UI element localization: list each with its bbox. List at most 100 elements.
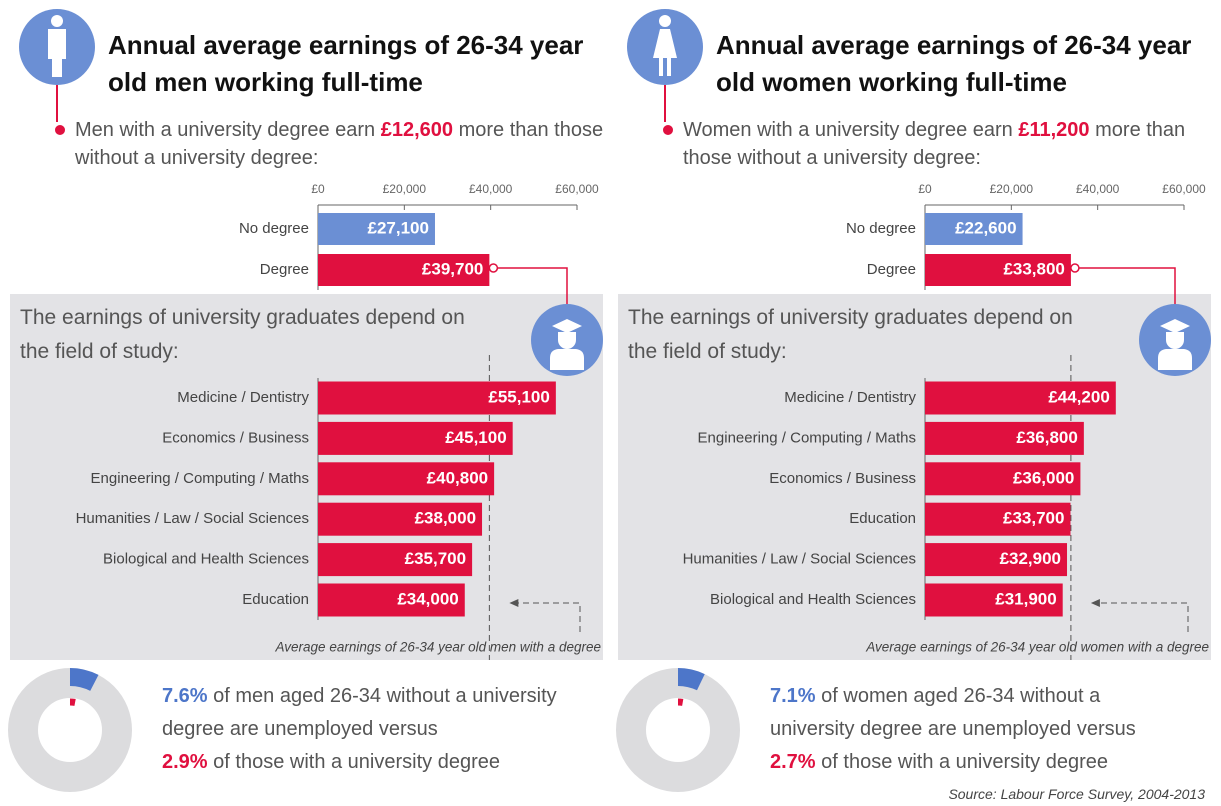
source: Source: Labour Force Survey, 2004-2013 xyxy=(948,786,1205,802)
bullet xyxy=(55,125,65,135)
category-label: No degree xyxy=(846,220,916,237)
x-tick-label: £20,000 xyxy=(383,182,427,196)
graduate-figure xyxy=(1158,319,1192,370)
value-label: £36,000 xyxy=(1013,468,1074,487)
connector-dot xyxy=(1070,263,1080,273)
value-label: £44,200 xyxy=(1048,387,1109,406)
category-label: Medicine / Dentistry xyxy=(177,389,309,406)
bar xyxy=(925,213,1023,245)
category-label: Education xyxy=(242,591,309,608)
bullet xyxy=(663,125,673,135)
donut-hole xyxy=(656,708,700,752)
person-head xyxy=(659,15,671,27)
donut-hole xyxy=(48,708,92,752)
x-tick-label: £60,000 xyxy=(1162,182,1206,196)
value-label: £39,700 xyxy=(422,259,483,278)
value-label: £36,800 xyxy=(1016,428,1077,447)
donut-segment xyxy=(69,668,99,692)
person-head xyxy=(51,15,63,27)
field-box xyxy=(618,294,1211,660)
x-tick-label: £60,000 xyxy=(555,182,599,196)
value-label: £33,800 xyxy=(1003,259,1064,278)
value-label: £45,100 xyxy=(445,428,506,447)
percent: 7.6% xyxy=(162,685,208,707)
x-tick-label: £40,000 xyxy=(469,182,513,196)
graduate-figure xyxy=(550,319,584,370)
bar xyxy=(318,381,556,415)
field-subtitle: The earnings of university graduates dep… xyxy=(20,306,465,363)
x-tick-label: £40,000 xyxy=(1076,182,1120,196)
panel-title: Annual average earnings of 26-34 year ol… xyxy=(716,30,1192,97)
category-label: Degree xyxy=(260,261,309,278)
bar xyxy=(318,421,513,455)
annotation: Average earnings of 26-34 year old men w… xyxy=(275,640,601,655)
bar xyxy=(318,254,490,286)
bar xyxy=(925,502,1071,536)
category-label: Medicine / Dentistry xyxy=(784,389,916,406)
person-body xyxy=(48,29,66,77)
x-tick-label: £20,000 xyxy=(990,182,1034,196)
donut-text-part: of women aged 26-34 without a university… xyxy=(770,685,1136,740)
panel-title: Annual average earnings of 26-34 year ol… xyxy=(108,30,584,97)
category-label: Humanities / Law / Social Sciences xyxy=(76,510,309,527)
annotation-arrow xyxy=(517,602,581,632)
connector-dot xyxy=(488,263,499,273)
arrow-head xyxy=(509,599,519,607)
value-label: £32,900 xyxy=(1000,549,1061,568)
bar xyxy=(925,543,1068,577)
intro-after: more than those without a university deg… xyxy=(75,119,604,169)
category-label: Degree xyxy=(867,261,916,278)
value-label: £55,100 xyxy=(488,387,549,406)
bar xyxy=(925,583,1063,617)
bar xyxy=(318,543,473,577)
bar xyxy=(318,462,495,496)
bar xyxy=(318,583,465,617)
category-label: Biological and Health Sciences xyxy=(710,591,916,608)
field-subtitle: The earnings of university graduates dep… xyxy=(628,306,1073,363)
intro-text: Men with a university degree earn £12,60… xyxy=(75,116,605,172)
person-body xyxy=(653,29,677,76)
category-label: Engineering / Computing / Maths xyxy=(698,429,916,446)
bar xyxy=(925,381,1116,415)
intro-highlight: £11,200 xyxy=(1018,119,1090,141)
bar xyxy=(925,421,1084,455)
value-label: £33,700 xyxy=(1003,509,1064,528)
x-tick-label: £0 xyxy=(918,182,932,196)
donut-text: 7.6% of men aged 26-34 without a univers… xyxy=(162,680,582,779)
donut-text-part: of those with a university degree xyxy=(815,751,1108,773)
category-label: Economics / Business xyxy=(769,470,916,487)
donut-segment xyxy=(677,668,705,691)
donut-text: 7.1% of women aged 26-34 without a unive… xyxy=(770,680,1190,779)
intro-before: Men with a university degree earn xyxy=(75,119,381,141)
category-label: Biological and Health Sciences xyxy=(103,551,309,568)
annotation: Average earnings of 26-34 year old women… xyxy=(865,640,1209,655)
category-label: Education xyxy=(849,510,916,527)
percent: 7.1% xyxy=(770,685,816,707)
field-box xyxy=(10,294,603,660)
connector xyxy=(1074,267,1176,304)
intro-before: Women with a university degree earn xyxy=(683,119,1019,141)
value-label: £31,900 xyxy=(995,589,1056,608)
category-label: Humanities / Law / Social Sciences xyxy=(683,551,916,568)
bar xyxy=(318,502,483,536)
value-label: £35,700 xyxy=(405,549,466,568)
value-label: £27,100 xyxy=(368,218,429,237)
x-tick-label: £0 xyxy=(311,182,325,196)
value-label: £40,800 xyxy=(427,468,488,487)
category-label: Engineering / Computing / Maths xyxy=(91,470,309,487)
category-label: No degree xyxy=(239,220,309,237)
bar xyxy=(925,254,1071,286)
category-label: Economics / Business xyxy=(162,429,309,446)
intro-highlight: £12,600 xyxy=(380,119,454,141)
value-label: £34,000 xyxy=(397,589,458,608)
bar xyxy=(925,462,1081,496)
percent: 2.7% xyxy=(770,751,816,773)
connector xyxy=(493,267,568,304)
bar xyxy=(318,213,435,245)
donut-text-part: of men aged 26-34 without a university d… xyxy=(162,685,557,740)
arrow-head xyxy=(1090,599,1100,607)
value-label: £38,000 xyxy=(415,509,476,528)
value-label: £22,600 xyxy=(955,218,1016,237)
